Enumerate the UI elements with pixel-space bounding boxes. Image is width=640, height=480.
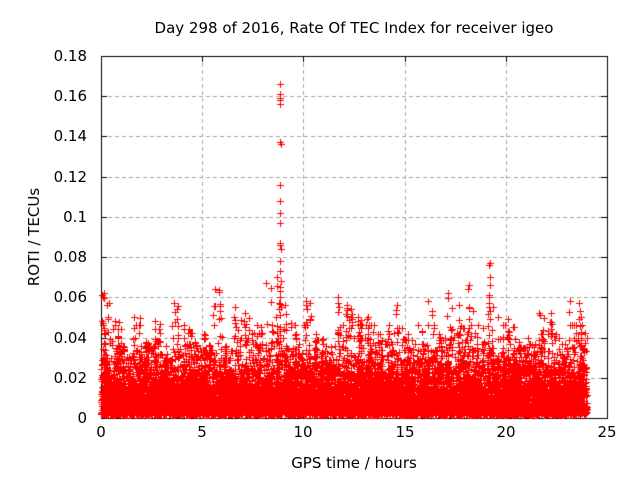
x-tick-label: 10 bbox=[293, 423, 313, 441]
y-tick-label: 0.16 bbox=[53, 87, 87, 105]
y-tick-label: 0.04 bbox=[53, 329, 87, 347]
chart-title: Day 298 of 2016, Rate Of TEC Index for r… bbox=[154, 19, 554, 37]
x-tick-label: 20 bbox=[496, 423, 516, 441]
y-tick-label: 0.06 bbox=[53, 288, 87, 306]
x-tick-label: 0 bbox=[96, 423, 106, 441]
x-tick-label: 25 bbox=[597, 423, 617, 441]
y-tick-label: 0.1 bbox=[63, 208, 87, 226]
y-tick-label: 0.14 bbox=[53, 127, 87, 145]
x-tick-label: 5 bbox=[197, 423, 207, 441]
x-tick-label: 15 bbox=[395, 423, 415, 441]
y-tick-label: 0.02 bbox=[53, 369, 87, 387]
y-tick-label: 0.18 bbox=[53, 47, 87, 65]
y-tick-label: 0.12 bbox=[53, 168, 87, 186]
y-tick-label: 0 bbox=[77, 409, 87, 427]
y-tick-label: 0.08 bbox=[53, 248, 87, 266]
x-axis-title: GPS time / hours bbox=[291, 454, 417, 472]
y-axis-title-text: ROTI / TECUs bbox=[25, 187, 43, 287]
